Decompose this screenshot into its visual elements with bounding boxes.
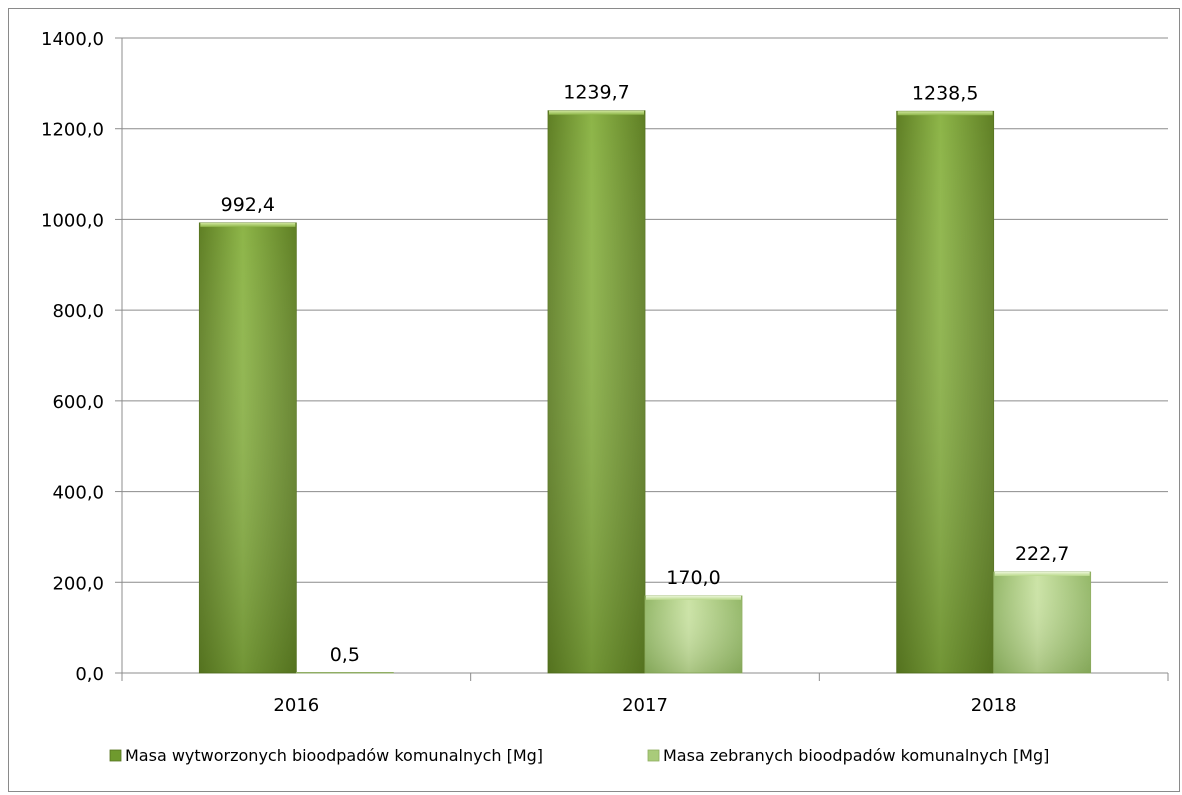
y-tick-label: 1200,0 xyxy=(41,120,104,141)
legend: Masa wytworzonych bioodpadów komunalnych… xyxy=(109,746,1049,765)
legend-label: Masa zebranych bioodpadów komunalnych [M… xyxy=(663,746,1049,765)
data-label: 170,0 xyxy=(666,567,720,589)
bar xyxy=(993,571,1092,674)
data-label: 992,4 xyxy=(221,194,275,216)
y-tick-label: 1400,0 xyxy=(41,29,104,50)
bar-bevel xyxy=(200,222,296,227)
x-category-label: 2018 xyxy=(971,695,1017,716)
data-label: 1239,7 xyxy=(563,82,629,104)
bar-shade xyxy=(993,571,1091,673)
bar-bevel xyxy=(549,110,644,115)
legend-item: Masa wytworzonych bioodpadów komunalnych… xyxy=(109,746,543,765)
data-label: 1238,5 xyxy=(912,82,978,104)
bar-shade xyxy=(296,672,394,673)
y-tick-label: 1000,0 xyxy=(41,210,104,231)
bar xyxy=(896,110,995,674)
bar xyxy=(547,110,646,674)
bar-shade xyxy=(896,111,994,674)
bar-bevel xyxy=(994,571,1090,576)
legend-label: Masa wytworzonych bioodpadów komunalnych… xyxy=(125,746,543,765)
data-label: 0,5 xyxy=(330,644,360,666)
y-tick-label: 600,0 xyxy=(52,392,104,413)
legend-marker xyxy=(109,749,122,762)
x-category-label: 2016 xyxy=(273,695,319,716)
bar-bevel xyxy=(897,111,993,116)
y-tick-label: 200,0 xyxy=(52,573,104,594)
data-label: 222,7 xyxy=(1015,543,1069,565)
x-category-label: 2017 xyxy=(622,695,668,716)
axes: 0,0 200,0 400,0 600,0 800,0 1000,0 1200,0 1400,… xyxy=(41,29,1169,716)
bar xyxy=(644,595,743,674)
legend-marker xyxy=(647,749,660,762)
bar-shade xyxy=(199,222,297,673)
bar-shade xyxy=(548,110,645,673)
y-tick-label: 800,0 xyxy=(52,301,104,322)
bar xyxy=(198,222,297,674)
bar-shade xyxy=(645,595,742,673)
y-tick-label: 400,0 xyxy=(52,483,104,504)
data-labels: 992,4 0,5 1239,7 170,0 1238,5 222,7 xyxy=(221,82,1070,666)
bar-bevel xyxy=(646,595,741,600)
legend-item: Masa zebranych bioodpadów komunalnych [M… xyxy=(647,746,1049,765)
bars xyxy=(198,110,1092,674)
bar xyxy=(295,672,394,674)
y-tick-label: 0,0 xyxy=(75,664,104,685)
